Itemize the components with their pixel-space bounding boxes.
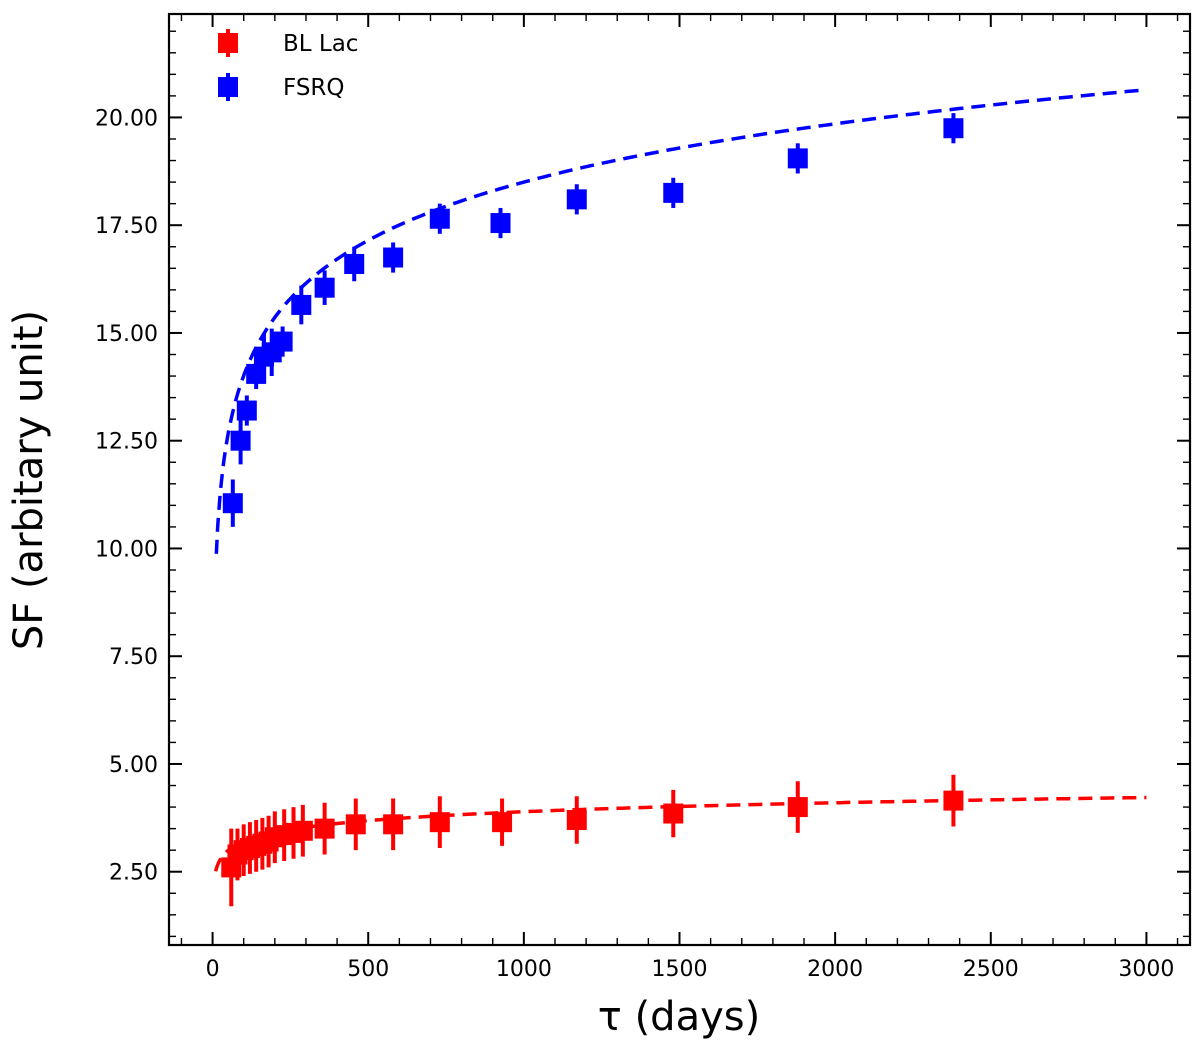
x-tick-label: 1000 — [496, 957, 552, 982]
y-tick-label: 20.00 — [95, 106, 158, 131]
bl-lac-point — [345, 814, 366, 835]
fit-curves — [213, 88, 1147, 872]
fsrq-point — [943, 118, 964, 139]
x-tick-label: 3000 — [1118, 957, 1174, 982]
fsrq-point — [663, 182, 684, 203]
bl-lac-point — [292, 820, 313, 841]
fsrq-point — [236, 400, 257, 421]
fsrq-point — [787, 148, 808, 169]
fsrq-point — [272, 331, 293, 352]
fsrq-point — [344, 253, 365, 274]
legend-marker — [218, 33, 238, 53]
legend: BL Lac FSRQ — [218, 29, 358, 101]
bl-lac-point — [429, 812, 450, 833]
fit-curve-1 — [214, 88, 1147, 554]
fsrq-point — [314, 277, 335, 298]
fsrq-point — [429, 208, 450, 229]
x-axis-label: τ (days) — [598, 994, 760, 1040]
y-tick-label: 12.50 — [95, 430, 158, 455]
x-tick-label: 1500 — [652, 957, 708, 982]
data-points — [221, 113, 964, 907]
bl-lac-point — [492, 812, 513, 833]
bl-lac-point — [383, 814, 404, 835]
legend-label: FSRQ — [283, 75, 345, 101]
y-tick-label: 2.50 — [109, 861, 158, 886]
legend-label: BL Lac — [283, 31, 358, 57]
fsrq-point — [490, 213, 511, 234]
bl-lac-point — [663, 803, 684, 824]
y-tick-label: 7.50 — [109, 645, 158, 670]
fsrq-point — [230, 430, 251, 451]
bl-lac-point — [314, 818, 335, 839]
bl-lac-point — [566, 810, 587, 831]
x-tick-label: 2500 — [963, 957, 1019, 982]
legend-marker — [218, 77, 238, 97]
y-tick-label: 10.00 — [95, 537, 158, 562]
fsrq-point — [222, 493, 243, 514]
fsrq-point — [291, 294, 312, 315]
fsrq-point — [383, 247, 404, 268]
y-axis-label: SF (arbitary unit) — [6, 310, 52, 650]
axis-ticks — [169, 14, 1190, 945]
bl-lac-point — [943, 790, 964, 811]
y-tick-label: 15.00 — [95, 322, 158, 347]
bl-lac-point — [787, 797, 808, 818]
fsrq-point — [246, 363, 267, 384]
fsrq-point — [566, 189, 587, 210]
x-tick-label: 2000 — [807, 957, 863, 982]
y-tick-label: 5.00 — [109, 753, 158, 778]
x-tick-label: 0 — [206, 957, 220, 982]
y-tick-label: 17.50 — [95, 214, 158, 239]
tick-labels: 0 500 1000 1500 2000 2500 3000 2.50 5.00 7.50 10.0… — [95, 106, 1174, 982]
x-tick-label: 500 — [347, 957, 389, 982]
